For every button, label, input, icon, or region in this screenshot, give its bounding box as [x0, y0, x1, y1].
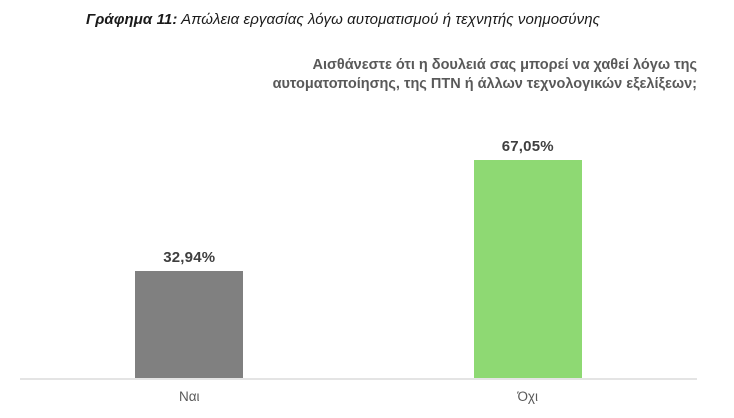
bar-Όχι — [473, 160, 582, 378]
value-label-Όχι: 67,05% — [501, 138, 554, 155]
chart-title-line2: αυτοματοποίησης, της ΠΤΝ ή άλλων τεχνολο… — [272, 76, 697, 92]
category-label-Όχι: Όχι — [517, 389, 539, 404]
chart-title-line1: Αισθάνεστε ότι η δουλειά σας μπορεί να χ… — [312, 57, 697, 73]
bar-Ναι — [135, 271, 244, 378]
chart-caption: Γράφημα 11: Απώλεια εργασίας λόγω αυτομα… — [86, 11, 600, 28]
category-label-Ναι: Ναι — [178, 389, 200, 404]
x-axis-line — [20, 378, 697, 380]
chart-caption-text: Απώλεια εργασίας λόγω αυτοματισμού ή τεχ… — [177, 11, 601, 28]
chart-caption-number: Γράφημα 11: — [86, 11, 178, 28]
chart-title: Αισθάνεστε ότι η δουλειά σας μπορεί να χ… — [217, 56, 697, 94]
value-label-Ναι: 32,94% — [163, 249, 216, 266]
